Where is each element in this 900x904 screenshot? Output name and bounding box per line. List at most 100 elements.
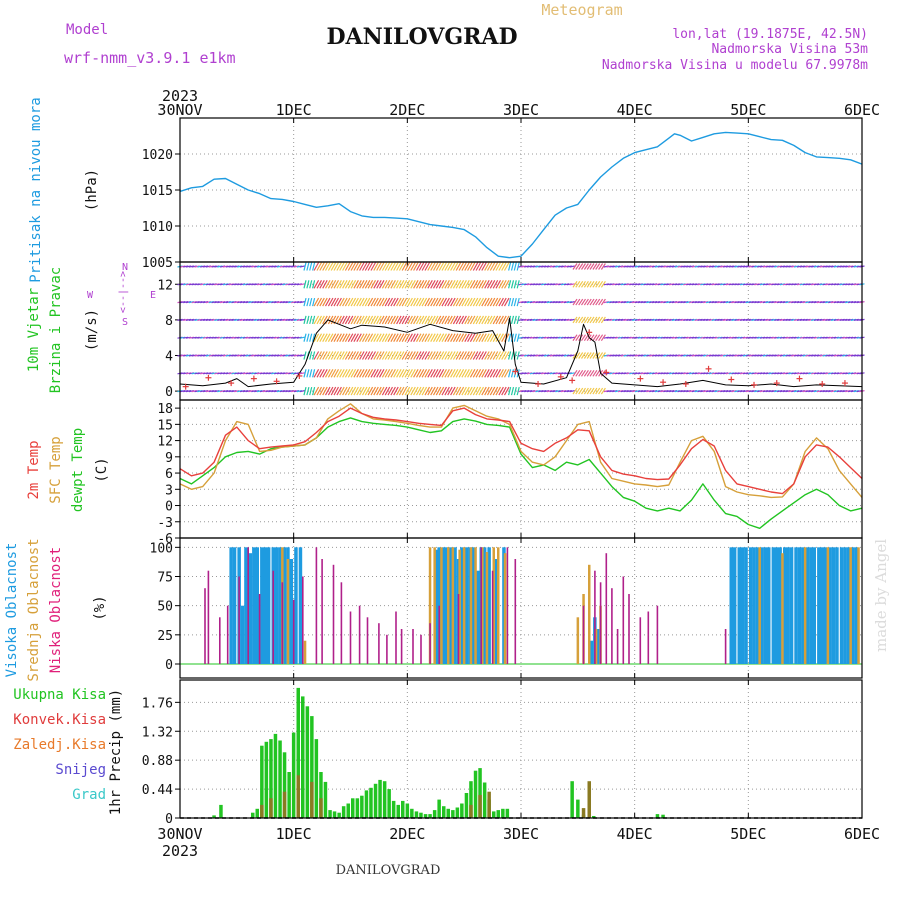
wind-barb [398,280,405,289]
wind-barb [581,334,586,342]
wind-barb [450,280,456,289]
precip-legend-item: Konvek.Kisa [13,712,106,728]
wind-barb [427,369,433,378]
wind-barb [342,297,348,307]
wind-barb [455,351,462,360]
wind-ytick-label: 4 [165,349,173,364]
wind-barb [478,351,485,360]
wind-barb [583,298,589,306]
low-cloud-bar [611,588,613,664]
wind-barb [516,333,520,342]
total-precip-bar [337,812,341,818]
wind-barb [575,387,581,395]
wind-barb [424,315,431,325]
pressure-axis-label: Pritisak na nivou mora [28,97,44,282]
temp-axis-label-sfc: SFC Temp [48,436,64,503]
total-precip-bar [255,808,259,818]
wind-barb [495,351,502,360]
wind-barb [413,369,419,378]
wind-barb [595,263,601,270]
wind-barb [324,262,331,271]
total-precip-bar [432,810,437,818]
high-cloud-bar [783,547,787,664]
high-cloud-bar [266,547,271,664]
wind-barb [404,280,411,289]
panels: 30NOV 30NOV 1DEC 1DEC 2DEC 2DEC 3DEC 3DEC 4DEC 4D… [4,97,880,843]
wind-barb [361,262,368,271]
wind-barb [432,386,439,396]
wind-barb [447,386,453,396]
total-precip-bar [446,808,450,818]
wind-barb [501,369,507,378]
high-cloud-bar [763,547,768,664]
wind-barb [569,372,575,375]
wind-barb [481,369,487,378]
wind-barb [306,369,310,378]
total-precip-bar [378,779,382,818]
precip-ytick-label: 1.32 [142,725,173,740]
high-cloud-bar [752,547,756,664]
wind-barb [438,369,445,378]
wind-barb [458,369,465,378]
wind-barb [353,351,359,360]
convective-precip-bar [319,798,323,818]
wind-barb [475,369,482,378]
wind-barb [508,297,512,307]
wind-barb [324,386,331,396]
wind-barb [381,297,388,307]
cloud-ytick-label: 50 [157,600,173,615]
wind-barb [441,262,448,271]
wind-barb [418,262,425,271]
wind-barb [578,352,584,359]
wind-barb [344,280,351,289]
wind-barb [486,386,493,396]
low-cloud-bar [378,623,380,664]
wind-barb [378,315,385,325]
wind-barb [313,333,320,342]
wind-barb [396,280,402,289]
wind-barb [322,262,328,271]
wind-barb [342,386,348,396]
wind-barb [458,351,465,360]
wind-barb [324,369,331,378]
wind-barb [333,280,340,289]
wind-barb [469,351,476,360]
wind-barb [430,297,436,307]
wind-barb [489,280,496,289]
wind-barb [503,386,510,396]
wind-barb [319,297,325,307]
high-cloud-bar [453,547,457,664]
cloud-ytick-label: 25 [157,629,173,644]
mid-cloud-bar [849,547,852,664]
total-precip-bar [287,772,291,818]
wind-barb [581,369,586,377]
wind-barb [464,315,470,325]
wind-barb [415,280,422,289]
low-cloud-bar [514,559,517,664]
wind-barb [472,351,479,360]
wind-barb [367,280,374,289]
high-cloud-bar [248,553,253,664]
wind-barb [303,369,307,378]
wind-barb [469,333,476,342]
wind-barb [458,333,465,342]
wind-barb [452,280,459,289]
high-cloud-bar [729,547,733,664]
wind-barb [316,280,323,289]
wind-barb [458,386,465,396]
wind-barb [316,297,323,307]
wind-barb [481,297,487,307]
wind-barb [492,386,499,396]
wind-barb [581,316,586,324]
wind-barb [495,386,502,396]
mid-cloud-bar [433,547,436,664]
bottom-x-tick-label: 5DEC [730,825,766,843]
wind-barb [313,315,320,325]
wind-barb [415,333,422,342]
wind-barb [513,280,517,289]
high-cloud-bar [294,547,298,664]
wind-barb [384,297,391,307]
total-precip-bar [360,795,364,818]
wind-barb [444,280,450,289]
wind-barb [486,315,493,325]
